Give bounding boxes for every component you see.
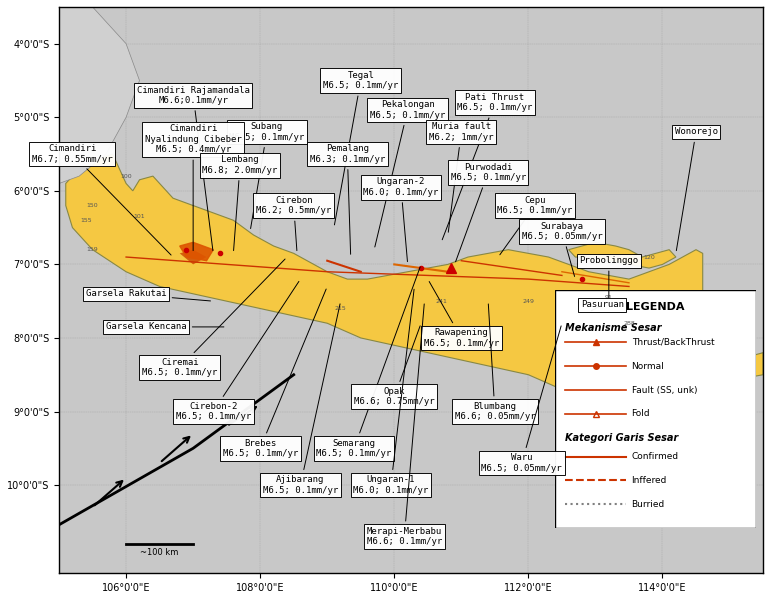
- Text: 101: 101: [134, 214, 146, 219]
- Text: Cirebon-2
M6.5; 0.1mm/yr: Cirebon-2 M6.5; 0.1mm/yr: [176, 281, 299, 421]
- Text: Cepu
M6.5; 0.1mm/yr: Cepu M6.5; 0.1mm/yr: [497, 196, 573, 255]
- Text: Cimandiri Rajamandala
M6.6;0.1mm/yr: Cimandiri Rajamandala M6.6;0.1mm/yr: [137, 86, 249, 251]
- Text: Cirebon
M6.2; 0.5mm/yr: Cirebon M6.2; 0.5mm/yr: [256, 196, 331, 251]
- Text: Ungaran-1
M6.0; 0.1mm/yr: Ungaran-1 M6.0; 0.1mm/yr: [353, 289, 429, 495]
- Text: Subang
M6.5; 0.1mm/yr: Subang M6.5; 0.1mm/yr: [229, 122, 304, 229]
- Polygon shape: [179, 250, 206, 265]
- Text: Pekalongan
M6.5; 0.1mm/yr: Pekalongan M6.5; 0.1mm/yr: [370, 100, 445, 247]
- Text: Pemalang
M6.3; 0.1mm/yr: Pemalang M6.3; 0.1mm/yr: [310, 145, 385, 254]
- Text: 120: 120: [643, 254, 655, 260]
- Text: Rawapening
M6.5; 0.1mm/yr: Rawapening M6.5; 0.1mm/yr: [424, 281, 499, 347]
- Text: Probolinggo: Probolinggo: [579, 256, 638, 298]
- Text: Opak
M6.6; 0.75mm/yr: Opak M6.6; 0.75mm/yr: [354, 326, 434, 406]
- Text: Ungaran-2
M6.0; 0.1mm/yr: Ungaran-2 M6.0; 0.1mm/yr: [363, 178, 439, 262]
- Text: Tegal
M6.5; 0.1mm/yr: Tegal M6.5; 0.1mm/yr: [323, 71, 398, 225]
- Text: ~100 km: ~100 km: [140, 548, 179, 557]
- Text: Garsela Rakutai: Garsela Rakutai: [85, 289, 210, 301]
- Text: 91: 91: [605, 295, 613, 300]
- Text: Wonorejo: Wonorejo: [675, 127, 718, 251]
- Polygon shape: [65, 154, 703, 397]
- Text: Muria fault
M6.2; 1mm/yr: Muria fault M6.2; 1mm/yr: [429, 122, 494, 232]
- Text: Blumbang
M6.6; 0.05mm/yr: Blumbang M6.6; 0.05mm/yr: [454, 304, 535, 421]
- Text: Pati Thrust
M6.5; 0.1mm/yr: Pati Thrust M6.5; 0.1mm/yr: [442, 93, 533, 240]
- Polygon shape: [699, 341, 763, 379]
- Polygon shape: [179, 242, 213, 261]
- Text: 288: 288: [623, 321, 634, 326]
- Text: Semarang
M6.5; 0.1mm/yr: Semarang M6.5; 0.1mm/yr: [316, 267, 420, 458]
- Text: 100: 100: [120, 173, 132, 179]
- Text: 215: 215: [335, 306, 346, 311]
- Text: Cimandiri
Nyalindung Cibeber
M6.5; 0.4mm/yr: Cimandiri Nyalindung Cibeber M6.5; 0.4mm…: [145, 124, 242, 251]
- Polygon shape: [568, 242, 676, 268]
- Polygon shape: [59, 7, 139, 184]
- Text: 150: 150: [87, 203, 99, 208]
- Text: Ajibarang
M6.5; 0.1mm/yr: Ajibarang M6.5; 0.1mm/yr: [263, 304, 340, 495]
- Text: Merapi-Merbabu
M6.6; 0.1mm/yr: Merapi-Merbabu M6.6; 0.1mm/yr: [367, 304, 442, 546]
- Text: 241: 241: [435, 299, 447, 304]
- Text: 159: 159: [87, 247, 99, 252]
- Text: Waru
M6.5; 0.05mm/yr: Waru M6.5; 0.05mm/yr: [481, 326, 562, 473]
- Text: 155: 155: [80, 218, 92, 223]
- Text: Lembang
M6.8; 2.0mm/yr: Lembang M6.8; 2.0mm/yr: [203, 155, 278, 251]
- Text: 249: 249: [522, 299, 534, 304]
- Text: Cimandiri
M6.7; 0.55mm/yr: Cimandiri M6.7; 0.55mm/yr: [32, 145, 171, 255]
- Text: Surabaya
M6.5; 0.05mm/yr: Surabaya M6.5; 0.05mm/yr: [521, 221, 602, 277]
- Text: Brebes
M6.5; 0.1mm/yr: Brebes M6.5; 0.1mm/yr: [223, 289, 326, 458]
- Text: Purwodadi
M6.5; 0.1mm/yr: Purwodadi M6.5; 0.1mm/yr: [450, 163, 526, 262]
- Text: Ciremai
M6.5; 0.1mm/yr: Ciremai M6.5; 0.1mm/yr: [142, 259, 285, 377]
- Text: Pasuruan: Pasuruan: [581, 301, 624, 311]
- Text: Garsela Kencana: Garsela Kencana: [106, 322, 224, 331]
